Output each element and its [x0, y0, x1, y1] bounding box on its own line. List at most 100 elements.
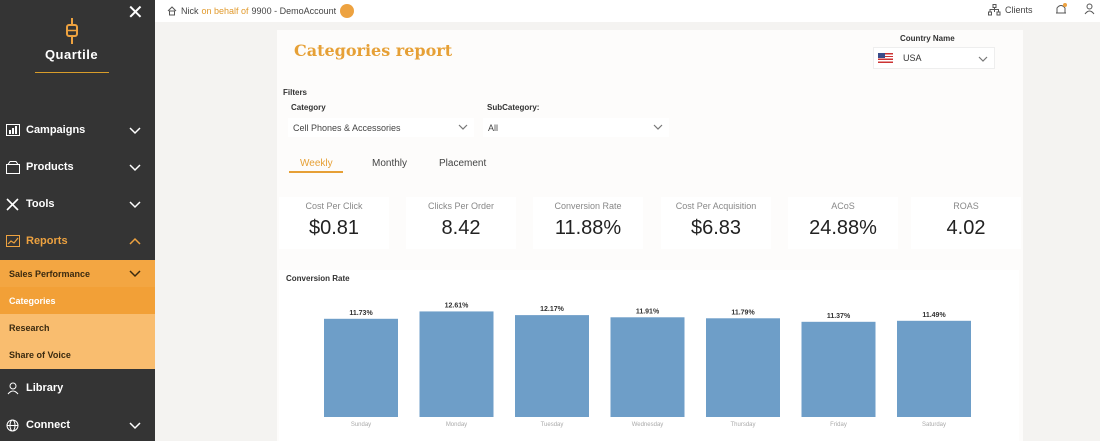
- logo-divider: [34, 72, 109, 73]
- reports-icon: [5, 234, 20, 249]
- sidebar-item-label: Reports: [26, 235, 68, 247]
- bar-tuesday[interactable]: [515, 315, 589, 417]
- chevron-down-icon: [129, 422, 141, 430]
- kpi-card-cost-per-click: Cost Per Click $0.81: [279, 197, 389, 249]
- data-label: 11.73%: [349, 310, 373, 317]
- chevron-down-icon: [458, 124, 468, 130]
- top-bar: Nick on behalf of 9900 - DemoAccount Cli…: [155, 0, 1100, 22]
- chevron-down-icon: [129, 270, 141, 278]
- category-value: Cell Phones & Accessories: [293, 122, 401, 133]
- data-label: 12.61%: [445, 302, 470, 309]
- logo-text: Quartile: [44, 47, 99, 62]
- sidebar-item-label: Library: [26, 382, 64, 394]
- country-label: Country Name: [900, 34, 955, 43]
- filters-label: Filters: [283, 88, 308, 97]
- sidebar-item-label: Tools: [26, 198, 55, 210]
- kpi-card-cost-per-acquisition: Cost Per Acquisition $6.83: [661, 197, 771, 249]
- sidebar-item-library[interactable]: Library: [0, 377, 155, 399]
- on-behalf-text: on behalf of: [201, 6, 249, 16]
- chevron-down-icon: [978, 56, 988, 62]
- notification-bell-icon[interactable]: [1055, 3, 1067, 16]
- sidebar-subitem-categories[interactable]: Categories: [0, 287, 155, 314]
- account-name: 9900 - DemoAccount: [251, 6, 337, 16]
- products-icon: [5, 160, 20, 175]
- sidebar-item-tools[interactable]: Tools: [0, 193, 155, 215]
- tab-weekly[interactable]: Weekly: [300, 158, 333, 169]
- bar-friday[interactable]: [801, 321, 876, 417]
- sidebar-subitem-sales-performance[interactable]: Sales Performance: [0, 260, 155, 287]
- x-tick-label: Monday: [446, 422, 467, 428]
- data-label: 12.17%: [540, 306, 565, 313]
- subitem-label: Categories: [9, 295, 56, 306]
- tab-placement[interactable]: Placement: [439, 158, 487, 169]
- kpi-label: ACoS: [831, 201, 855, 211]
- data-label: 11.49%: [922, 312, 946, 319]
- subitem-label: Sales Performance: [9, 268, 91, 279]
- sidebar-item-label: Campaigns: [26, 124, 86, 136]
- bar-monday[interactable]: [419, 311, 494, 417]
- connect-icon: [5, 418, 20, 433]
- data-label: 11.79%: [731, 309, 755, 316]
- kpi-value: 11.88%: [554, 217, 622, 239]
- kpi-value: $0.81: [308, 217, 360, 239]
- bar-wednesday[interactable]: [610, 317, 685, 417]
- account-badge-icon: [340, 4, 355, 18]
- kpi-value: 24.88%: [809, 217, 877, 239]
- hierarchy-icon: [988, 4, 1001, 16]
- chart-title: Conversion Rate: [286, 274, 350, 283]
- subcategory-value: All: [488, 122, 499, 133]
- subcategory-label: SubCategory:: [487, 103, 540, 112]
- subitem-label: Research: [9, 322, 50, 333]
- us-flag-icon: [878, 53, 893, 63]
- sidebar-subitem-research[interactable]: Research: [0, 314, 155, 341]
- chevron-up-icon: [129, 237, 141, 245]
- sidebar-item-connect[interactable]: Connect: [0, 414, 155, 436]
- subitem-label: Share of Voice: [9, 350, 71, 360]
- x-tick-label: Wednesday: [632, 422, 664, 428]
- kpi-value: $6.83: [690, 217, 742, 239]
- user-profile-icon[interactable]: [1084, 3, 1095, 15]
- tab-monthly[interactable]: Monthly: [372, 158, 408, 169]
- x-tick-label: Sunday: [351, 422, 371, 428]
- x-tick-label: Saturday: [922, 422, 946, 428]
- chevron-down-icon: [129, 201, 141, 209]
- bar-sunday[interactable]: [324, 318, 398, 417]
- data-label: 11.37%: [827, 313, 851, 320]
- category-select[interactable]: Cell Phones & Accessories: [288, 118, 474, 137]
- kpi-value: 8.42: [441, 217, 481, 239]
- bar-saturday[interactable]: [897, 320, 971, 417]
- report-panel: Categories report Country Name USA Filte…: [277, 30, 1023, 441]
- kpi-label: Conversion Rate: [554, 201, 622, 211]
- chevron-down-icon: [129, 127, 141, 135]
- kpi-label: Cost Per Click: [305, 201, 363, 211]
- category-label: Category: [291, 103, 326, 112]
- kpi-card-conversion-rate: Conversion Rate 11.88%: [533, 197, 643, 249]
- account-switcher[interactable]: Nick on behalf of 9900 - DemoAccount: [167, 4, 355, 18]
- quartile-logo-icon: [65, 18, 78, 44]
- logo: Quartile: [0, 18, 143, 73]
- kpi-card-acos: ACoS 24.88%: [788, 197, 898, 249]
- data-label: 11.91%: [636, 308, 660, 315]
- sidebar: ✕ Quartile Campaigns Products Tools Repo…: [0, 0, 155, 441]
- sidebar-item-reports[interactable]: Reports: [0, 230, 155, 252]
- x-tick-label: Tuesday: [541, 422, 564, 428]
- user-name: Nick: [181, 6, 199, 16]
- x-tick-label: Friday: [830, 422, 847, 428]
- conversion-rate-chart: 11.73% Sunday 12.61% Monday 12.17% Tuesday 11.…: [324, 302, 971, 428]
- sidebar-subitem-share-of-voice[interactable]: Share of Voice: [0, 341, 155, 369]
- sidebar-item-products[interactable]: Products: [0, 156, 155, 178]
- kpi-label: Clicks Per Order: [427, 201, 494, 211]
- clients-button[interactable]: Clients: [988, 4, 1033, 16]
- sidebar-item-campaigns[interactable]: Campaigns: [0, 119, 155, 141]
- campaigns-icon: [5, 123, 20, 138]
- conversion-rate-chart-card: 11.73% Sunday 12.61% Monday 12.17% Tuesday 11.…: [279, 270, 1019, 441]
- sidebar-item-label: Connect: [26, 419, 70, 431]
- chevron-down-icon: [653, 124, 663, 130]
- close-sidebar-icon[interactable]: ✕: [127, 0, 144, 24]
- active-tab-underline: [289, 171, 343, 173]
- subcategory-select[interactable]: All: [483, 118, 669, 137]
- page-title: Categories report: [294, 41, 453, 60]
- bar-thursday[interactable]: [706, 318, 780, 417]
- country-select[interactable]: USA: [873, 47, 995, 69]
- tools-icon: [5, 197, 20, 212]
